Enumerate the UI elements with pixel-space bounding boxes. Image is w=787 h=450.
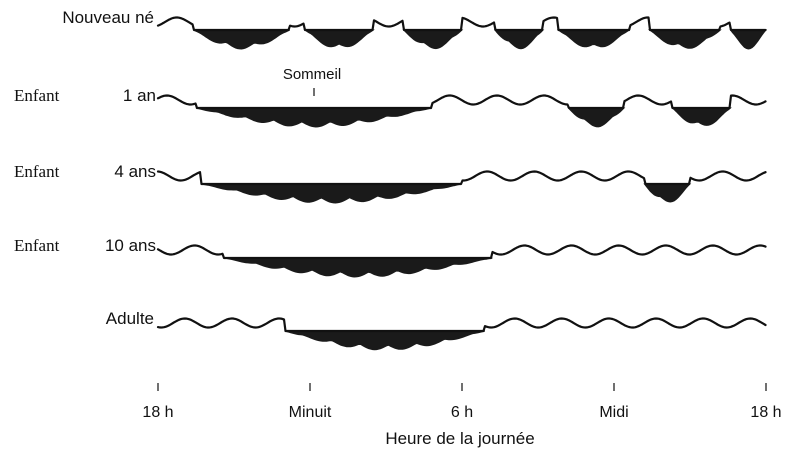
rows-layer [156,16,768,351]
row-trace-2 [156,170,767,186]
row-label-3-age: 10 ans [105,236,156,255]
x-tick-label-1: Minuit [289,404,332,421]
row-label-1-group: Enfant [14,86,60,105]
sleep-period-0-5 [647,29,722,49]
sleep-period-0-3 [493,29,545,50]
row-3 [156,244,767,278]
row-trace-3 [156,244,767,260]
sleep-period-1-2 [670,107,732,126]
sleep-period-2-1 [643,183,692,203]
sleep-period-3-0 [223,257,493,278]
x-tick-label-4: 18 h [750,404,781,421]
x-axis-title: Heure de la journée [385,429,534,448]
sleep-period-1-1 [567,107,626,128]
row-label-3-group: Enfant [14,236,60,255]
sleep-period-0-1 [303,29,375,48]
row-0 [156,16,768,50]
sleep-period-1-0 [195,107,432,128]
x-tick-label-2: 6 h [451,404,473,421]
row-trace-0 [156,16,767,32]
row-label-2-age: 4 ans [114,162,156,181]
row-trace-1 [156,94,767,110]
row-label-0: Nouveau né [62,8,154,27]
row-2 [156,170,767,204]
annotation-sommeil: Sommeil [283,66,341,83]
row-label-2-group: Enfant [14,162,60,181]
row-label-1-age: 1 an [123,86,156,105]
row-labels: Nouveau né Enfant 1 an Enfant 4 ans Enfant 10 … [14,8,156,328]
sleep-period-2-0 [201,183,463,204]
x-axis: 18 h Minuit 6 h Midi 18 h [142,383,782,421]
sleep-period-0-0 [193,29,290,50]
sleep-period-0-4 [556,29,631,48]
x-tick-label-3: Midi [599,404,628,421]
sleep-period-0-2 [402,29,464,50]
row-label-4: Adulte [106,309,154,328]
x-tick-label-0: 18 h [142,404,173,421]
row-1 [156,94,767,128]
row-4 [156,317,767,351]
sleep-period-4-0 [284,330,485,351]
row-trace-4 [156,317,767,333]
annotation-layer: Sommeil [283,66,341,96]
sleep-period-0-6 [729,29,768,50]
